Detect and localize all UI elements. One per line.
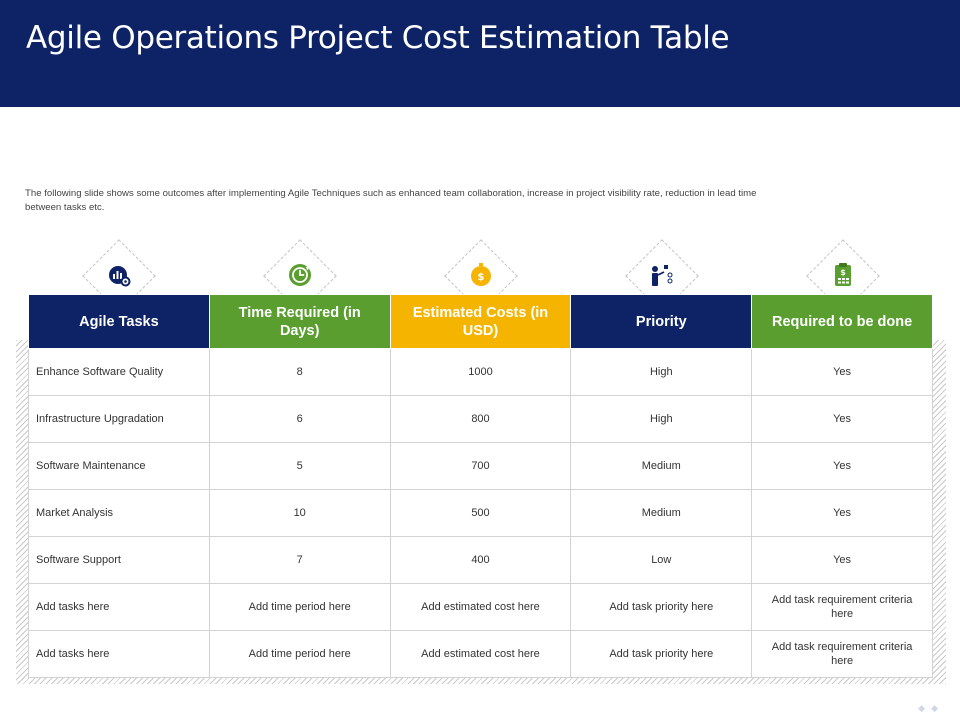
cell-task: Infrastructure Upgradation	[28, 395, 210, 443]
table-row: Add tasks here Add time period here Add …	[28, 630, 933, 678]
icon-cell-time	[209, 238, 390, 313]
cell-time: Add time period here	[208, 630, 391, 678]
cell-task: Software Maintenance	[28, 442, 210, 490]
header-priority: Priority	[570, 294, 753, 349]
cell-required: Add task requirement criteria here	[751, 630, 933, 678]
cell-required: Add task requirement criteria here	[751, 583, 933, 631]
title-bar: Agile Operations Project Cost Estimation…	[0, 0, 960, 107]
cell-time: 10	[208, 489, 391, 537]
cell-cost: 700	[389, 442, 572, 490]
cell-required: Yes	[751, 489, 933, 537]
header-agile-tasks: Agile Tasks	[28, 294, 210, 349]
cell-priority: Add task priority here	[570, 630, 753, 678]
cell-task: Enhance Software Quality	[28, 348, 210, 396]
slide-nav-arrows[interactable]: ◆◆	[918, 703, 944, 713]
cell-required: Yes	[751, 395, 933, 443]
cell-cost: 800	[389, 395, 572, 443]
cell-required: Yes	[751, 348, 933, 396]
cell-required: Yes	[751, 442, 933, 490]
header-icons-row: $ $	[28, 238, 933, 313]
dollar-coin-icon: $	[470, 263, 491, 286]
table-row: Enhance Software Quality 8 1000 High Yes	[28, 348, 933, 396]
table-row: Software Support 7 400 Low Yes	[28, 536, 933, 584]
cell-required: Yes	[751, 536, 933, 584]
icon-cell-priority	[571, 238, 752, 313]
cell-time: 6	[208, 395, 391, 443]
header-time-required: Time Required (in Days)	[208, 294, 391, 349]
header-required: Required to be done	[751, 294, 933, 349]
clipboard-dollar-icon: $	[834, 263, 851, 286]
cell-time: 7	[208, 536, 391, 584]
cell-task: Add tasks here	[28, 630, 210, 678]
cell-priority: High	[570, 395, 753, 443]
cell-priority: Medium	[570, 489, 753, 537]
cell-time: 8	[208, 348, 391, 396]
cell-priority: High	[570, 348, 753, 396]
table-row: Market Analysis 10 500 Medium Yes	[28, 489, 933, 537]
cell-cost: 500	[389, 489, 572, 537]
svg-text:$: $	[477, 272, 484, 283]
cell-time: 5	[208, 442, 391, 490]
presenter-checklist-icon	[651, 265, 672, 286]
cell-time: Add time period here	[208, 583, 391, 631]
clock-refresh-icon	[288, 264, 311, 286]
cell-priority: Medium	[570, 442, 753, 490]
cell-cost: Add estimated cost here	[389, 630, 572, 678]
icon-cell-cost: $	[390, 238, 571, 313]
cell-task: Add tasks here	[28, 583, 210, 631]
cell-task: Software Support	[28, 536, 210, 584]
table-row: Add tasks here Add time period here Add …	[28, 583, 933, 631]
header-estimated-costs: Estimated Costs (in USD)	[389, 294, 572, 349]
icon-cell-required: $	[752, 238, 933, 313]
table-row: Software Maintenance 5 700 Medium Yes	[28, 442, 933, 490]
cell-cost: Add estimated cost here	[389, 583, 572, 631]
table-row: Infrastructure Upgradation 6 800 High Ye…	[28, 395, 933, 443]
cost-estimation-table: Agile Tasks Time Required (in Days) Esti…	[28, 294, 933, 678]
svg-text:$: $	[840, 268, 846, 277]
cell-cost: 400	[389, 536, 572, 584]
icon-cell-tasks	[28, 238, 209, 313]
slide-title: Agile Operations Project Cost Estimation…	[26, 20, 730, 56]
cell-cost: 1000	[389, 348, 572, 396]
slide-description: The following slide shows some outcomes …	[25, 188, 757, 213]
analytics-gear-icon	[108, 266, 130, 287]
cell-priority: Low	[570, 536, 753, 584]
cell-priority: Add task priority here	[570, 583, 753, 631]
table-header-row: Agile Tasks Time Required (in Days) Esti…	[28, 294, 933, 349]
cell-task: Market Analysis	[28, 489, 210, 537]
